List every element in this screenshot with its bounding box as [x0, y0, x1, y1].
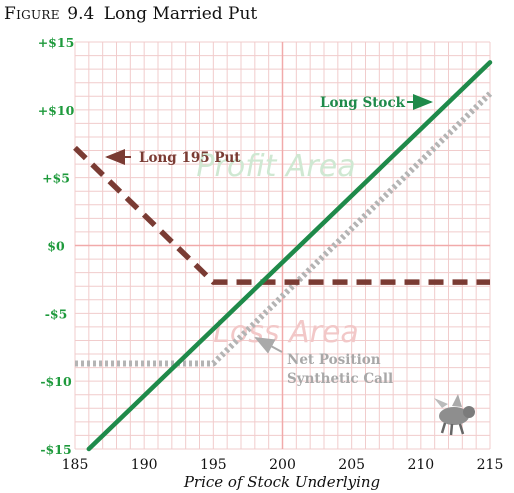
series-layer [73, 60, 493, 452]
y-tick-label: -$10 [40, 374, 72, 389]
net-position-label-1: Net Position [287, 352, 381, 368]
figure-title: Figure 9.4 Long Married Put [4, 4, 257, 24]
x-tick-label: 190 [131, 457, 158, 473]
net-position-label-2: Synthetic Call [287, 371, 393, 387]
long-put-label: Long 195 Put [139, 150, 241, 166]
figure-name: Long Married Put [103, 4, 258, 24]
y-tick-label: +$15 [38, 35, 75, 50]
x-tick-label: 210 [407, 457, 434, 473]
long-stock-label: Long Stock [320, 95, 406, 111]
net-position-annotation: Net Position Synthetic Call [254, 337, 393, 387]
long-put-annotation: Long 195 Put [105, 149, 241, 166]
figure-number: 9.4 [67, 4, 95, 24]
series-long-195-put [73, 145, 490, 285]
figure-label: Figure [4, 4, 60, 24]
x-tick-label: 185 [62, 457, 89, 473]
axes [75, 42, 490, 449]
profit-area-label: Profit Area [196, 149, 355, 184]
long-stock-annotation: Long Stock [320, 94, 433, 111]
loss-area-label: Loss Area [213, 315, 359, 350]
flying-pig-icon [434, 394, 475, 436]
x-tick-label: 200 [269, 457, 296, 473]
x-tick-label: 195 [200, 457, 227, 473]
y-tick-label: +$5 [42, 171, 70, 186]
y-tick-label: $0 [47, 239, 65, 254]
x-tick-label: 215 [477, 457, 504, 473]
x-tick-label: 205 [338, 457, 365, 473]
series-long-stock [86, 60, 493, 452]
series-net-position [75, 91, 493, 367]
x-axis-label: Price of Stock Underlying [183, 473, 380, 491]
net-position-arrow [254, 337, 283, 354]
y-tick-label: +$10 [38, 103, 75, 118]
y-tick-label: -$5 [45, 306, 68, 321]
y-tick-label: -$15 [40, 442, 71, 457]
